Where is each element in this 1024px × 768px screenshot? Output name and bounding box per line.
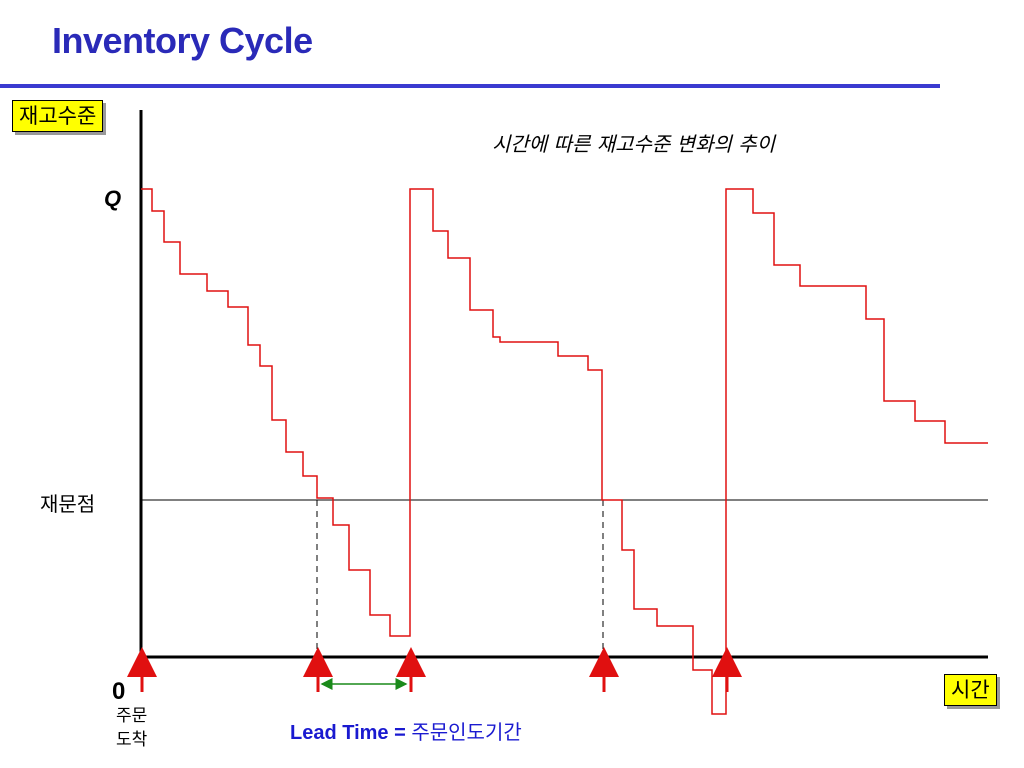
order-label-line1: 주문 [116,706,148,726]
title-underline [0,84,940,88]
slide-title: Inventory Cycle [52,20,313,61]
q-label: Q [104,186,122,211]
x-axis-label: 시간 [944,674,997,706]
inventory-level-line [141,188,988,715]
reorder-point-label: 재문점 [40,492,96,516]
lead-time-caption: Lead Time = 주문인도기간 [290,716,522,745]
lead-time-label: Lead Time = [290,722,412,744]
order-label-line2: 도착 [116,730,148,750]
y-axis-label: 재고수준 [12,100,104,132]
order-arrival-label: 주문 도착 [116,704,147,752]
lead-time-desc: 주문인도기간 [411,720,522,744]
diagram-caption: 시간에 따른 재고수준 변화의 추이 [492,132,776,156]
zero-label: 0 [112,678,126,705]
